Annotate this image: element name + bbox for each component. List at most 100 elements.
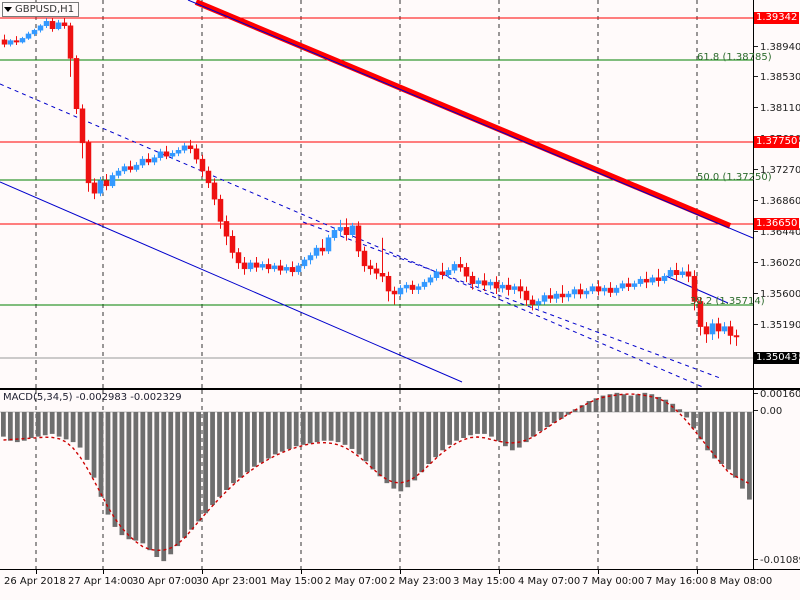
candle-body: [295, 265, 302, 273]
price-tick-8: 1.35600: [754, 290, 800, 300]
candle-body: [379, 273, 386, 277]
candle-body: [187, 145, 194, 150]
macd-bar: [677, 409, 683, 412]
macd-bar: [593, 398, 599, 412]
macd-bar: [642, 392, 648, 412]
candle-body: [709, 323, 716, 335]
price-scale[interactable]: 1.389401.385301.381101.376901.372701.368…: [754, 0, 800, 388]
macd-bar: [370, 412, 376, 470]
caret-down-icon[interactable]: [4, 7, 12, 12]
candle-body: [283, 267, 290, 271]
price-tick-0: 1.38940: [754, 43, 800, 53]
macd-bar: [77, 412, 83, 448]
candle-body: [463, 267, 470, 277]
macd-bar: [203, 412, 208, 514]
macd-tick-2: -0.010891: [754, 556, 800, 566]
candle-body: [169, 152, 176, 157]
macd-bar: [342, 412, 348, 445]
candle-body: [7, 40, 14, 45]
macd-bar: [217, 412, 222, 497]
macd-bar: [363, 412, 369, 462]
candle-body: [247, 262, 254, 270]
price-svg: [0, 0, 753, 388]
trendline-primary-downtrend[interactable]: [194, 0, 732, 229]
price-tick-9: 1.35190: [754, 321, 800, 331]
macd-bar: [454, 412, 459, 441]
candle-body: [655, 277, 662, 281]
candle-body: [13, 40, 20, 43]
candle-body: [67, 25, 74, 59]
candle-body: [523, 290, 530, 301]
macd-bar: [49, 412, 55, 434]
candle-body: [265, 264, 272, 270]
candle-body: [553, 293, 560, 299]
candle-body: [649, 277, 656, 283]
price-tick-value: 1.35190: [760, 320, 800, 331]
macd-bar: [733, 412, 738, 478]
trendline-channel-lower[interactable]: [0, 181, 463, 383]
candle-body: [691, 275, 698, 302]
macd-bar: [14, 412, 20, 443]
candle-body: [427, 277, 434, 283]
candle-body: [109, 175, 116, 187]
candle-body: [361, 250, 368, 267]
macd-signal-line: [3, 393, 750, 552]
candle-body: [373, 268, 380, 274]
candle-body: [583, 290, 590, 295]
candle-body: [625, 283, 632, 287]
macd-bar: [91, 412, 97, 478]
time-axis-label-7: 3 May 15:00: [453, 576, 516, 587]
candle-body: [343, 227, 350, 235]
candle-body: [217, 198, 224, 222]
candle-body: [313, 247, 320, 256]
fib-level-label-2: 38.2 (1.35714): [690, 296, 765, 307]
candle-body: [703, 326, 710, 335]
trendline-inner-trend-dashed[interactable]: [302, 221, 721, 379]
candle-body: [415, 286, 422, 290]
candle-body: [121, 166, 128, 172]
macd-bar: [182, 412, 188, 538]
tick-mark: [754, 324, 758, 325]
candle-body: [571, 289, 578, 295]
candle-body: [481, 280, 488, 286]
price-tick-value: 1.38940: [760, 42, 800, 53]
candle-body: [367, 265, 374, 270]
macd-tick-value: -0.010891: [760, 555, 800, 566]
macd-bar: [119, 412, 125, 536]
price-tick-value: 1.35600: [760, 289, 800, 300]
tick-mark: [754, 293, 758, 294]
trendline-channel-upper[interactable]: [187, 0, 753, 239]
price-tick-7: 1.36020: [754, 259, 800, 269]
time-axis-label-1: 27 Apr 14:00: [68, 576, 134, 587]
candle-body: [619, 283, 626, 289]
macd-bar: [544, 412, 550, 428]
tick-mark: [754, 200, 758, 201]
candle-body: [349, 225, 356, 235]
candle-body: [409, 284, 416, 290]
tick-mark: [754, 46, 758, 47]
tick-mark: [754, 393, 758, 394]
macd-bar: [126, 412, 132, 540]
macd-plot-area[interactable]: [0, 390, 753, 569]
time-tick-7: [697, 570, 698, 574]
macd-bar: [607, 394, 613, 412]
macd-bar: [635, 394, 641, 412]
candle-body: [127, 166, 134, 170]
candle-body: [445, 270, 452, 275]
candle-body: [325, 237, 332, 252]
macd-bar: [147, 412, 153, 551]
candle-body: [175, 150, 182, 154]
time-axis-label-6: 2 May 23:00: [389, 576, 452, 587]
time-axis-label-3: 30 Apr 23:00: [196, 576, 262, 587]
candle-body: [613, 287, 620, 293]
macd-bar: [628, 395, 634, 412]
candle-body: [301, 259, 308, 267]
macd-bar: [154, 412, 160, 558]
symbol-selector[interactable]: GBPUSD,H1: [2, 2, 80, 17]
candle-body: [511, 286, 518, 290]
macd-bar: [503, 412, 508, 447]
price-tick-value: 1.36020: [760, 258, 800, 269]
price-plot-area[interactable]: [0, 0, 753, 388]
macd-tick-1: 0.00: [754, 407, 782, 417]
macd-bar: [496, 412, 501, 441]
